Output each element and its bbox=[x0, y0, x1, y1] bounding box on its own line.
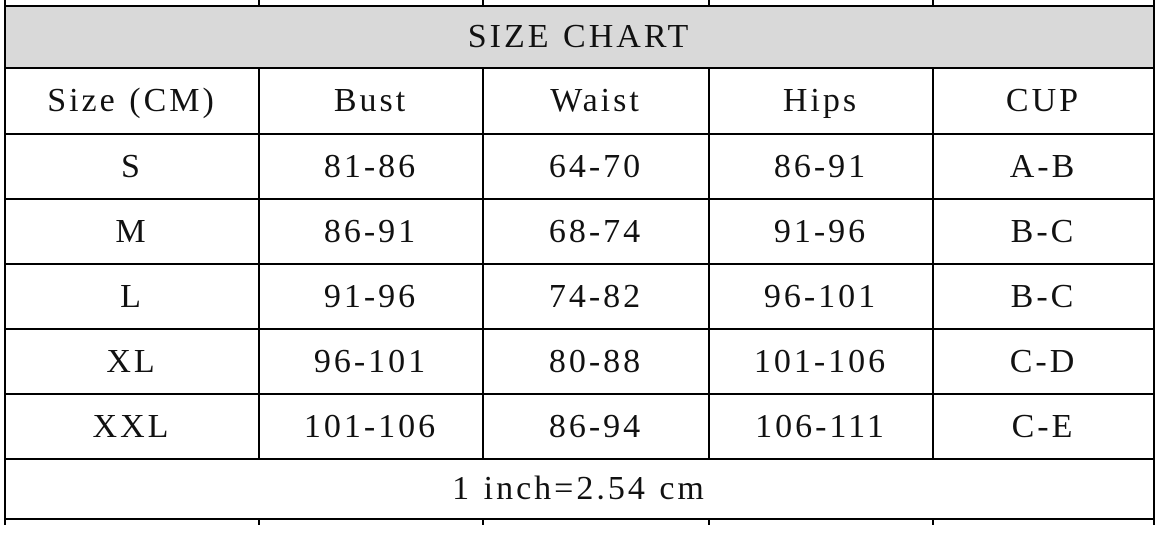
conversion-note: 1 inch=2.54 cm bbox=[4, 458, 1155, 520]
column-header-bust: Bust bbox=[258, 67, 484, 135]
cell-waist: 86-94 bbox=[482, 393, 710, 460]
column-header-cup: CUP bbox=[932, 67, 1155, 135]
column-header-hips: Hips bbox=[708, 67, 934, 135]
cell-hips: 91-96 bbox=[708, 198, 934, 265]
note-row: 1 inch=2.54 cm bbox=[4, 458, 1155, 520]
cropped-cell bbox=[258, 0, 484, 7]
cropped-cell bbox=[482, 0, 710, 7]
cell-hips: 106-111 bbox=[708, 393, 934, 460]
cell-bust: 91-96 bbox=[258, 263, 484, 330]
size-chart-table: SIZE CHART Size (CM) Bust Waist Hips CUP… bbox=[4, 0, 1155, 525]
cell-waist: 80-88 bbox=[482, 328, 710, 395]
cell-size: L bbox=[4, 263, 260, 330]
table-row-xxl: XXL 101-106 86-94 106-111 C-E bbox=[4, 393, 1155, 460]
table-row-m: M 86-91 68-74 91-96 B-C bbox=[4, 198, 1155, 265]
cell-size: XL bbox=[4, 328, 260, 395]
cropped-row-top bbox=[4, 0, 1155, 7]
cell-waist: 64-70 bbox=[482, 133, 710, 200]
header-row: Size (CM) Bust Waist Hips CUP bbox=[4, 67, 1155, 135]
title-row: SIZE CHART bbox=[4, 5, 1155, 69]
cropped-cell bbox=[4, 518, 260, 525]
cell-size: S bbox=[4, 133, 260, 200]
cropped-cell bbox=[932, 0, 1155, 7]
cell-cup: C-E bbox=[932, 393, 1155, 460]
cropped-row-bottom bbox=[4, 518, 1155, 525]
cell-size: M bbox=[4, 198, 260, 265]
table-title: SIZE CHART bbox=[4, 5, 1155, 69]
table-row-xl: XL 96-101 80-88 101-106 C-D bbox=[4, 328, 1155, 395]
cell-cup: B-C bbox=[932, 263, 1155, 330]
cropped-cell bbox=[482, 518, 710, 525]
column-header-size: Size (CM) bbox=[4, 67, 260, 135]
cropped-cell bbox=[932, 518, 1155, 525]
cell-bust: 86-91 bbox=[258, 198, 484, 265]
cell-bust: 101-106 bbox=[258, 393, 484, 460]
cell-size: XXL bbox=[4, 393, 260, 460]
cell-cup: B-C bbox=[932, 198, 1155, 265]
cell-hips: 86-91 bbox=[708, 133, 934, 200]
cell-hips: 101-106 bbox=[708, 328, 934, 395]
cropped-cell bbox=[4, 0, 260, 7]
cell-waist: 74-82 bbox=[482, 263, 710, 330]
column-header-waist: Waist bbox=[482, 67, 710, 135]
cell-hips: 96-101 bbox=[708, 263, 934, 330]
table-row-l: L 91-96 74-82 96-101 B-C bbox=[4, 263, 1155, 330]
cell-waist: 68-74 bbox=[482, 198, 710, 265]
cell-cup: C-D bbox=[932, 328, 1155, 395]
cropped-cell bbox=[708, 518, 934, 525]
cropped-cell bbox=[258, 518, 484, 525]
cell-cup: A-B bbox=[932, 133, 1155, 200]
cell-bust: 96-101 bbox=[258, 328, 484, 395]
table-row-s: S 81-86 64-70 86-91 A-B bbox=[4, 133, 1155, 200]
cell-bust: 81-86 bbox=[258, 133, 484, 200]
cropped-cell bbox=[708, 0, 934, 7]
